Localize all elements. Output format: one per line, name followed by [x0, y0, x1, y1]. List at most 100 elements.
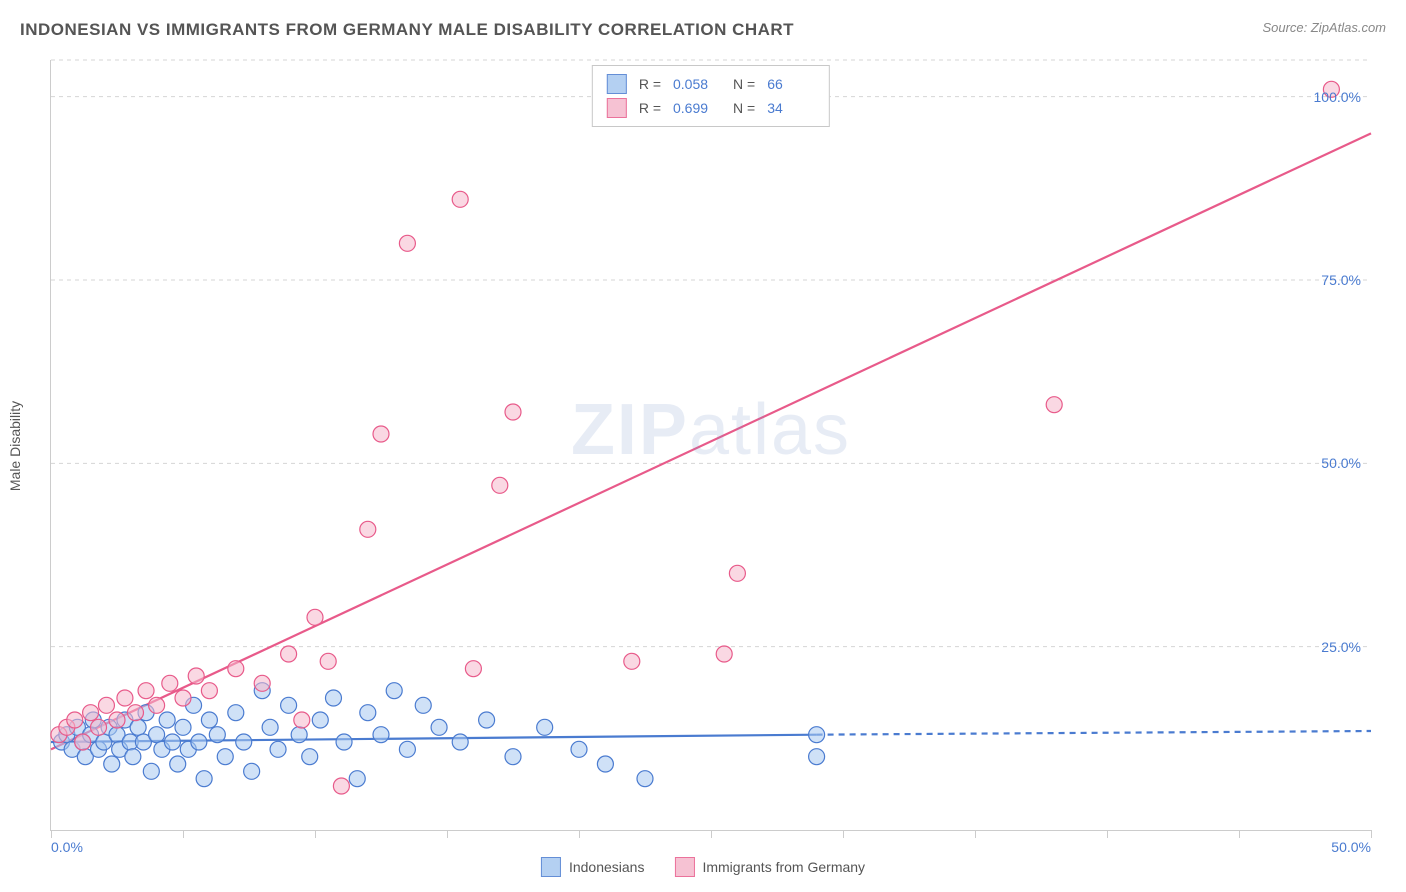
- data-point: [127, 705, 143, 721]
- x-tick: [1371, 830, 1372, 838]
- legend-row-1: R = 0.058 N = 66: [607, 72, 815, 96]
- data-point: [228, 661, 244, 677]
- data-point: [270, 741, 286, 757]
- data-point: [716, 646, 732, 662]
- legend-n-val-2: 34: [767, 100, 815, 116]
- data-point: [492, 477, 508, 493]
- data-point: [228, 705, 244, 721]
- data-point: [729, 565, 745, 581]
- data-point: [117, 690, 133, 706]
- legend-n-val-1: 66: [767, 76, 815, 92]
- data-point: [188, 668, 204, 684]
- data-point: [809, 749, 825, 765]
- data-point: [325, 690, 341, 706]
- y-tick-label: 50.0%: [1321, 455, 1361, 471]
- chart-title: INDONESIAN VS IMMIGRANTS FROM GERMANY MA…: [20, 20, 794, 40]
- legend-n-label-2: N =: [733, 100, 755, 116]
- legend-item-2: Immigrants from Germany: [674, 857, 865, 877]
- data-point: [505, 404, 521, 420]
- data-point: [138, 683, 154, 699]
- data-point: [125, 749, 141, 765]
- data-point: [452, 191, 468, 207]
- data-point: [201, 683, 217, 699]
- data-point: [373, 426, 389, 442]
- data-point: [1046, 397, 1062, 413]
- data-point: [143, 763, 159, 779]
- data-point: [294, 712, 310, 728]
- x-tick: [51, 830, 52, 838]
- data-point: [149, 727, 165, 743]
- data-point: [302, 749, 318, 765]
- data-point: [236, 734, 252, 750]
- x-tick: [315, 830, 316, 838]
- data-point: [130, 719, 146, 735]
- legend-n-label-1: N =: [733, 76, 755, 92]
- x-tick: [975, 830, 976, 838]
- plot-svg: [51, 60, 1371, 830]
- data-point: [320, 653, 336, 669]
- legend-swatch-pink-2: [674, 857, 694, 877]
- data-point: [217, 749, 233, 765]
- legend-series: Indonesians Immigrants from Germany: [541, 857, 865, 877]
- x-tick: [1239, 830, 1240, 838]
- x-tick: [843, 830, 844, 838]
- data-point: [637, 771, 653, 787]
- legend-label-2: Immigrants from Germany: [702, 859, 865, 875]
- data-point: [201, 712, 217, 728]
- data-point: [281, 646, 297, 662]
- data-point: [431, 719, 447, 735]
- data-point: [262, 719, 278, 735]
- data-point: [360, 521, 376, 537]
- data-point: [98, 697, 114, 713]
- legend-stats: R = 0.058 N = 66 R = 0.699 N = 34: [592, 65, 830, 127]
- legend-label-1: Indonesians: [569, 859, 645, 875]
- source-label: Source: ZipAtlas.com: [1262, 20, 1386, 35]
- data-point: [175, 690, 191, 706]
- data-point: [75, 734, 91, 750]
- data-point: [196, 771, 212, 787]
- legend-r-label-1: R =: [639, 76, 661, 92]
- legend-row-2: R = 0.699 N = 34: [607, 96, 815, 120]
- data-point: [505, 749, 521, 765]
- x-tick-label: 50.0%: [1331, 839, 1371, 855]
- data-point: [336, 734, 352, 750]
- data-point: [399, 741, 415, 757]
- legend-swatch-pink: [607, 98, 627, 118]
- data-point: [164, 734, 180, 750]
- data-point: [479, 712, 495, 728]
- data-point: [465, 661, 481, 677]
- data-point: [91, 719, 107, 735]
- x-tick: [579, 830, 580, 838]
- legend-r-val-1: 0.058: [673, 76, 721, 92]
- data-point: [109, 712, 125, 728]
- data-point: [333, 778, 349, 794]
- data-point: [597, 756, 613, 772]
- data-point: [104, 756, 120, 772]
- y-tick-label: 75.0%: [1321, 272, 1361, 288]
- x-tick: [447, 830, 448, 838]
- x-tick: [183, 830, 184, 838]
- data-point: [349, 771, 365, 787]
- data-point: [291, 727, 307, 743]
- x-tick: [711, 830, 712, 838]
- data-point: [83, 705, 99, 721]
- data-point: [809, 727, 825, 743]
- data-point: [571, 741, 587, 757]
- data-point: [254, 675, 270, 691]
- legend-swatch-blue-2: [541, 857, 561, 877]
- data-point: [624, 653, 640, 669]
- data-point: [159, 712, 175, 728]
- chart-container: INDONESIAN VS IMMIGRANTS FROM GERMANY MA…: [0, 0, 1406, 892]
- y-tick-label: 100.0%: [1314, 89, 1361, 105]
- data-point: [415, 697, 431, 713]
- legend-item-1: Indonesians: [541, 857, 645, 877]
- data-point: [373, 727, 389, 743]
- data-point: [281, 697, 297, 713]
- plot-area: ZIPatlas R = 0.058 N = 66 R = 0.699 N = …: [50, 60, 1371, 831]
- data-point: [149, 697, 165, 713]
- legend-swatch-blue: [607, 74, 627, 94]
- legend-r-val-2: 0.699: [673, 100, 721, 116]
- data-point: [67, 712, 83, 728]
- data-point: [244, 763, 260, 779]
- data-point: [399, 235, 415, 251]
